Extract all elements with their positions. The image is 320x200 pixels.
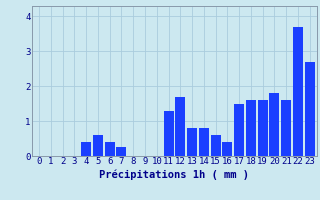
Bar (269, 93, 279, 156)
Bar (234, 104, 244, 156)
Bar (211, 135, 220, 156)
Bar (305, 62, 315, 156)
Bar (281, 100, 291, 156)
Bar (258, 100, 268, 156)
Bar (105, 142, 115, 156)
Bar (246, 100, 256, 156)
Bar (293, 27, 303, 156)
Bar (199, 128, 209, 156)
Bar (93, 135, 103, 156)
Bar (116, 147, 126, 156)
Bar (164, 111, 173, 156)
Bar (81, 142, 91, 156)
Bar (187, 128, 197, 156)
Bar (175, 97, 185, 156)
X-axis label: Précipitations 1h ( mm ): Précipitations 1h ( mm ) (100, 169, 249, 180)
Bar (222, 142, 232, 156)
